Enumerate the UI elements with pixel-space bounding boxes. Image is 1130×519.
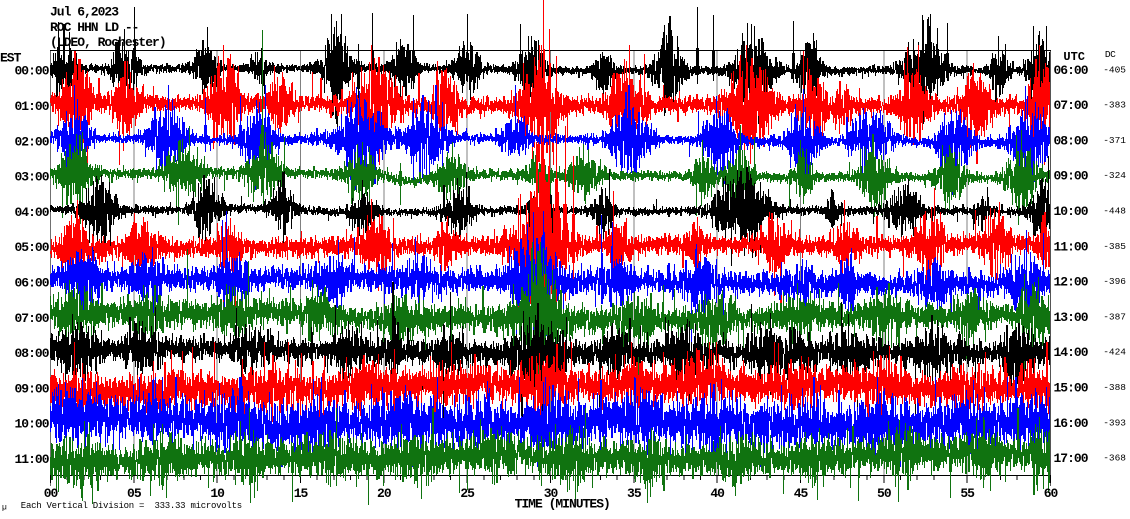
svg-text:60: 60 [1044,486,1059,501]
svg-text:-396: -396 [1103,276,1126,287]
svg-text:55: 55 [960,486,975,501]
svg-text:00:00: 00:00 [14,64,49,79]
svg-text:-393: -393 [1103,417,1126,428]
svg-text:00: 00 [44,486,59,501]
svg-text:11:00: 11:00 [1054,239,1089,254]
svg-text:-405: -405 [1103,64,1126,75]
svg-text:04:00: 04:00 [14,205,49,220]
svg-text:05:00: 05:00 [14,240,49,255]
svg-text:15: 15 [294,486,309,501]
svg-text:-387: -387 [1103,311,1126,322]
svg-text:08:00: 08:00 [1054,133,1089,148]
svg-text:12:00: 12:00 [1054,275,1089,290]
svg-text:UTC: UTC [1063,50,1085,64]
svg-text:EST: EST [0,51,22,66]
svg-text:-424: -424 [1103,347,1126,358]
svg-text:(LDEO, Rochester): (LDEO, Rochester) [50,35,166,50]
svg-text:07:00: 07:00 [14,311,49,326]
svg-text:35: 35 [627,486,642,501]
svg-text:08:00: 08:00 [14,346,49,361]
svg-text:06:00: 06:00 [1054,63,1089,78]
svg-text:Each Vertical Division = 333.: Each Vertical Division = 333.33 microvol… [21,501,242,511]
svg-text:30: 30 [544,486,559,501]
svg-text:05: 05 [127,486,142,501]
svg-text:06:00: 06:00 [14,276,49,291]
svg-text:02:00: 02:00 [14,134,49,149]
svg-text:Jul 6,2023: Jul 6,2023 [50,4,119,19]
svg-text:13:00: 13:00 [1054,310,1089,325]
svg-text:25: 25 [460,486,475,501]
svg-text:-324: -324 [1103,170,1126,181]
svg-text:03:00: 03:00 [14,170,49,185]
svg-text:07:00: 07:00 [1054,98,1089,113]
svg-text:20: 20 [377,486,392,501]
svg-text:11:00: 11:00 [14,452,49,467]
svg-text:-371: -371 [1103,135,1126,146]
svg-text:01:00: 01:00 [14,99,49,114]
svg-text:-368: -368 [1103,453,1126,464]
svg-text:50: 50 [877,486,892,501]
svg-text:14:00: 14:00 [1054,345,1089,360]
svg-text:16:00: 16:00 [1054,416,1089,431]
svg-text:-448: -448 [1103,206,1126,217]
svg-text:-383: -383 [1103,100,1126,111]
svg-text:15:00: 15:00 [1054,381,1089,396]
svg-text:40: 40 [710,486,725,501]
svg-text:-388: -388 [1103,382,1126,393]
svg-text:µ: µ [2,504,7,513]
svg-text:DC: DC [1105,49,1116,60]
svg-text:-385: -385 [1103,241,1126,252]
svg-text:17:00: 17:00 [1054,451,1089,466]
svg-text:09:00: 09:00 [14,381,49,396]
svg-text:ROC HHN LD --: ROC HHN LD -- [50,20,138,35]
svg-text:10:00: 10:00 [1054,204,1089,219]
svg-text:10: 10 [210,486,225,501]
svg-text:09:00: 09:00 [1054,169,1089,184]
svg-text:TIME (MINUTES): TIME (MINUTES) [515,496,610,511]
svg-text:10:00: 10:00 [14,417,49,432]
svg-text:45: 45 [794,486,809,501]
